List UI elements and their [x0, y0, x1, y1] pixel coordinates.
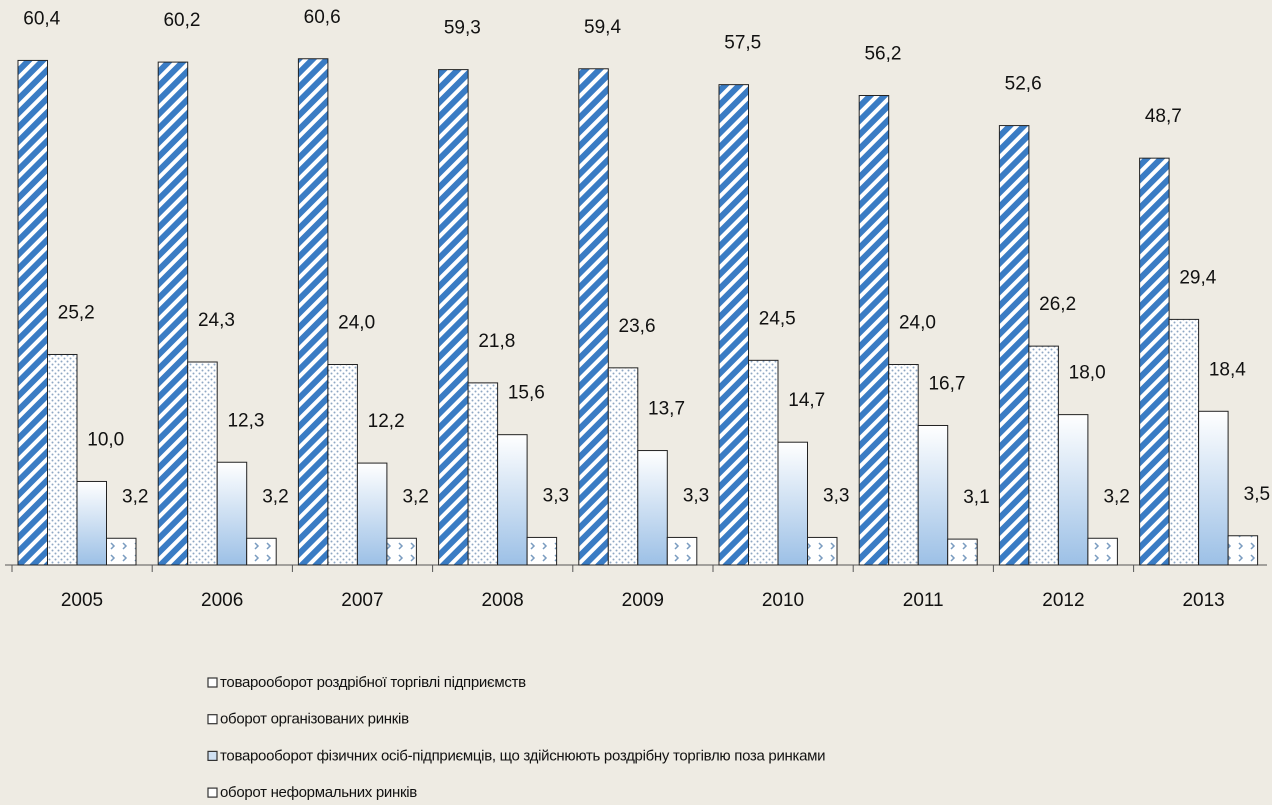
bar: [947, 538, 978, 566]
bar: [47, 353, 78, 566]
value-label: 57,5: [724, 33, 761, 54]
legend-label: оборот організованих ринків: [220, 711, 409, 728]
x-tick-label: 2012: [1042, 590, 1084, 611]
value-label: 13,7: [648, 399, 685, 420]
bar: [1087, 537, 1118, 566]
value-label: 26,2: [1039, 294, 1076, 315]
value-label: 48,7: [1145, 106, 1182, 127]
bar: [467, 382, 499, 566]
legend-marker: [207, 750, 218, 762]
bar: [1028, 345, 1059, 566]
bar: [1227, 535, 1259, 566]
value-label: 18,0: [1069, 363, 1106, 384]
bar: [607, 367, 639, 566]
value-label: 24,0: [899, 313, 936, 334]
value-label: 3,2: [402, 486, 428, 507]
bar: [998, 125, 1030, 566]
value-label: 15,6: [508, 383, 545, 404]
x-tick-label: 2005: [61, 590, 103, 611]
value-label: 18,4: [1209, 359, 1246, 380]
bar: [1139, 157, 1170, 566]
bar: [386, 537, 417, 566]
bar: [157, 61, 189, 566]
bar: [888, 364, 919, 566]
value-label: 3,2: [1103, 486, 1129, 507]
x-tick-label: 2011: [903, 590, 944, 611]
legend-label: товарооборот фізичних осіб-підприємців, …: [220, 747, 825, 764]
value-label: 24,0: [338, 313, 375, 334]
legend-marker: [207, 787, 218, 798]
value-label: 59,4: [584, 17, 621, 38]
bar: [17, 59, 48, 566]
x-tick-label: 2009: [622, 590, 664, 611]
legend-marker: [207, 714, 218, 725]
x-tick-label: 2013: [1182, 590, 1224, 611]
bar: [526, 536, 558, 566]
value-label: 52,6: [1005, 74, 1042, 95]
bar: [76, 480, 107, 566]
bar: [187, 361, 218, 566]
value-label: 60,6: [304, 7, 341, 28]
value-label: 3,3: [823, 485, 849, 506]
bar: [216, 461, 248, 566]
x-tick-label: 2006: [201, 590, 243, 611]
bar: [1198, 410, 1229, 566]
legend-marker: [207, 677, 218, 688]
value-label: 3,5: [1244, 484, 1270, 505]
bar: [777, 441, 808, 566]
value-label: 14,7: [788, 390, 825, 411]
bar: [917, 424, 949, 566]
bar: [578, 68, 609, 566]
legend-label: товарооборот роздрібної торгівлі підприє…: [220, 674, 526, 691]
bar: [327, 364, 358, 566]
value-label: 12,3: [227, 410, 264, 431]
value-label: 29,4: [1179, 267, 1216, 288]
value-label: 24,5: [759, 308, 796, 329]
value-label: 12,2: [368, 411, 405, 432]
value-label: 10,0: [87, 429, 124, 450]
bar: [748, 359, 779, 566]
bar: [246, 537, 277, 566]
value-label: 23,6: [619, 316, 656, 337]
bar: [807, 536, 838, 566]
value-label: 60,2: [163, 10, 200, 31]
bar: [497, 434, 528, 566]
bar: [297, 58, 329, 566]
value-label: 3,1: [963, 487, 989, 508]
x-tick-label: 2010: [762, 590, 804, 611]
bar: [718, 84, 749, 566]
value-label: 3,3: [683, 485, 709, 506]
bar: [1168, 318, 1200, 566]
value-label: 25,2: [58, 302, 95, 323]
bar: [858, 95, 890, 566]
legend-label: оборот неформальних ринків: [220, 784, 417, 801]
bar: [106, 537, 137, 566]
bar: [666, 536, 698, 566]
x-tick-label: 2008: [481, 590, 523, 611]
value-label: 3,2: [122, 486, 148, 507]
value-label: 21,8: [478, 331, 515, 352]
value-label: 60,4: [23, 8, 60, 29]
bar: [438, 69, 469, 566]
x-tick-label: 2007: [341, 590, 383, 611]
value-label: 16,7: [928, 374, 965, 395]
bar: [1057, 414, 1089, 566]
value-label: 59,3: [444, 18, 481, 39]
value-label: 3,3: [543, 485, 569, 506]
value-label: 3,2: [262, 486, 288, 507]
value-label: 56,2: [864, 44, 901, 65]
value-label: 24,3: [198, 310, 235, 331]
bar: [356, 462, 388, 566]
bar: [637, 450, 668, 566]
